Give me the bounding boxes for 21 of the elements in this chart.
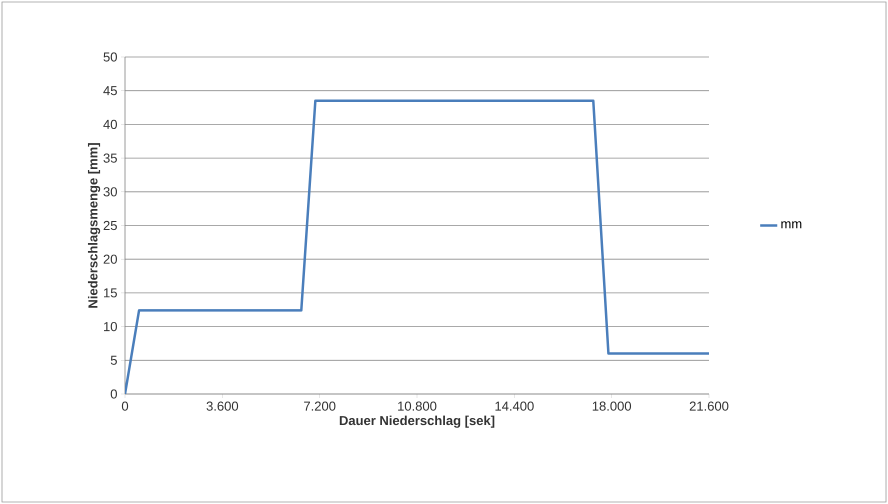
- x-tick-label: 0: [122, 402, 128, 411]
- y-tick-label: 50: [104, 52, 117, 62]
- x-tick-label: 3.600: [206, 402, 238, 411]
- y-tick-label: 20: [104, 254, 117, 264]
- y-tick-label: 15: [104, 288, 117, 298]
- y-tick-label: 45: [103, 86, 117, 96]
- x-tick-label: 18.000: [592, 402, 632, 411]
- y-tick-label: 30: [104, 187, 117, 196]
- x-axis-title: Dauer Niederschlag [sek]: [340, 416, 494, 428]
- y-tick-label: 35: [104, 153, 117, 163]
- y-tick-label: 0: [110, 389, 117, 399]
- y-axis-title: Niederschlagsmenge [mm]: [88, 143, 100, 308]
- x-tick-label: 14.400: [495, 402, 534, 411]
- y-tick-label: 5: [110, 356, 117, 365]
- x-tick-label: 10.800: [398, 402, 436, 411]
- y-tick-label: 25: [104, 220, 117, 230]
- y-tick-label: 10: [104, 322, 117, 332]
- y-tick-label: 40: [103, 120, 117, 129]
- legend-label: mm: [781, 221, 802, 228]
- x-tick-label: 7.200: [304, 402, 336, 411]
- x-tick-label: 21.600: [690, 402, 728, 411]
